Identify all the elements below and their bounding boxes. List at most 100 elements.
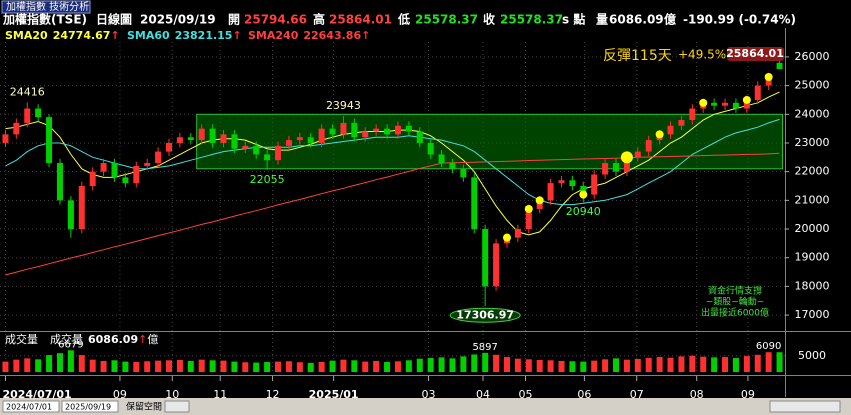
volume-peak-label: 6679 <box>58 339 83 350</box>
volume-bar <box>373 360 380 372</box>
volume-bar <box>176 359 183 372</box>
volume-bar <box>689 355 696 372</box>
candle-body <box>100 163 107 172</box>
x-tick-label: 03 <box>421 388 435 401</box>
sma-value: 22643.86 <box>303 29 361 42</box>
y-tick-label: 25000 <box>795 79 830 92</box>
volume-bar <box>536 359 543 372</box>
candle-body <box>569 180 576 186</box>
volume-bar <box>264 361 271 372</box>
candle-body <box>514 229 521 238</box>
volume-name: 成交量 <box>50 332 83 346</box>
high-label: 高 <box>313 12 325 27</box>
volume-bar <box>503 357 510 372</box>
candle-body <box>602 163 609 175</box>
volume-bar <box>24 358 31 372</box>
volume-bar <box>602 359 609 372</box>
unit: s 點 <box>562 12 585 27</box>
volume-peak-label: 5897 <box>472 342 497 353</box>
candle-body <box>144 163 151 166</box>
y-tick-label: 22000 <box>795 165 830 178</box>
volume-bar <box>569 361 576 372</box>
sma-name: SMA20 <box>5 29 48 42</box>
volume-bar <box>460 356 467 372</box>
volume-bar <box>198 359 205 372</box>
highlight-dot <box>502 233 511 242</box>
volume-bar <box>296 362 303 372</box>
sma-arrow: ↑ <box>110 29 119 42</box>
tool-button[interactable] <box>164 400 190 413</box>
candle-body <box>209 128 216 143</box>
volume-bar <box>165 360 172 372</box>
volume-value: 6086.09 <box>609 13 664 27</box>
volume-bar <box>89 359 96 372</box>
volume-bar <box>449 358 456 372</box>
volume-title: 成交量 <box>5 332 38 346</box>
candle-body <box>155 151 162 164</box>
candle-body <box>264 154 271 161</box>
candle-body <box>133 165 140 184</box>
x-tick-label: 05 <box>519 388 533 401</box>
candle-body <box>296 137 303 141</box>
candle-body <box>645 140 652 152</box>
window-tab[interactable] <box>1 0 91 14</box>
low-label: 低 <box>397 12 410 27</box>
candle-body <box>373 128 380 132</box>
volume-bar <box>623 359 630 372</box>
high-value: 25864.01 <box>329 13 392 27</box>
candle-body <box>427 142 434 155</box>
y-tick-label: 23000 <box>795 136 830 149</box>
extreme-label: 22055 <box>250 173 285 186</box>
candle-body <box>111 163 118 178</box>
y-tick-label: 26000 <box>795 50 830 63</box>
candle-body <box>416 131 423 143</box>
volume-bar <box>558 360 565 372</box>
fund-note: ~類股~輪動~ <box>706 296 765 308</box>
highlight-dot <box>764 72 773 81</box>
sma-line <box>5 152 780 276</box>
candle-body <box>220 134 227 143</box>
close-value: 25578.37 <box>500 13 563 27</box>
reserve-button[interactable]: 保留空間 <box>126 401 162 413</box>
candle-body <box>253 145 260 155</box>
candle-body <box>35 108 42 118</box>
volume-bar <box>67 350 74 372</box>
volume-bar <box>362 361 369 372</box>
volume-bar <box>732 358 739 372</box>
y-tick-label: 19000 <box>795 251 830 264</box>
sma-arrow: ↑ <box>361 29 370 42</box>
candle-body <box>198 128 205 141</box>
volume-bar <box>405 360 412 372</box>
extreme-label: 17306.97 <box>456 308 514 321</box>
candle-body <box>765 76 772 86</box>
candle-body <box>176 137 183 143</box>
volume-bar <box>187 360 194 372</box>
candle-body <box>13 122 20 135</box>
candle-body <box>732 102 739 109</box>
fund-note: 資金行情支撐 <box>708 285 762 297</box>
candle-body <box>525 208 532 230</box>
last-high-box <box>727 47 784 61</box>
volume-bar <box>307 362 314 372</box>
volume-bar <box>78 355 85 372</box>
volume-bar <box>56 353 63 372</box>
zoom-buttons[interactable] <box>769 400 841 413</box>
consolidation-zone <box>196 113 784 170</box>
volume-bar <box>155 360 162 372</box>
change: -190.99 (-0.74%) <box>683 13 796 27</box>
volume-bar <box>765 352 772 372</box>
volume-bar <box>35 359 42 372</box>
start-input[interactable] <box>2 400 60 413</box>
highlight-dot <box>620 151 633 164</box>
candle-body <box>394 125 401 135</box>
end-input[interactable] <box>61 400 119 413</box>
candle-body <box>776 62 783 70</box>
volume-bar <box>656 357 663 372</box>
volume-bar <box>438 357 445 372</box>
y-tick-label: 17000 <box>795 308 830 321</box>
candle-body <box>384 128 391 135</box>
highlight-dot <box>535 196 544 205</box>
candle-body <box>329 128 336 135</box>
low-highlight <box>449 307 521 323</box>
